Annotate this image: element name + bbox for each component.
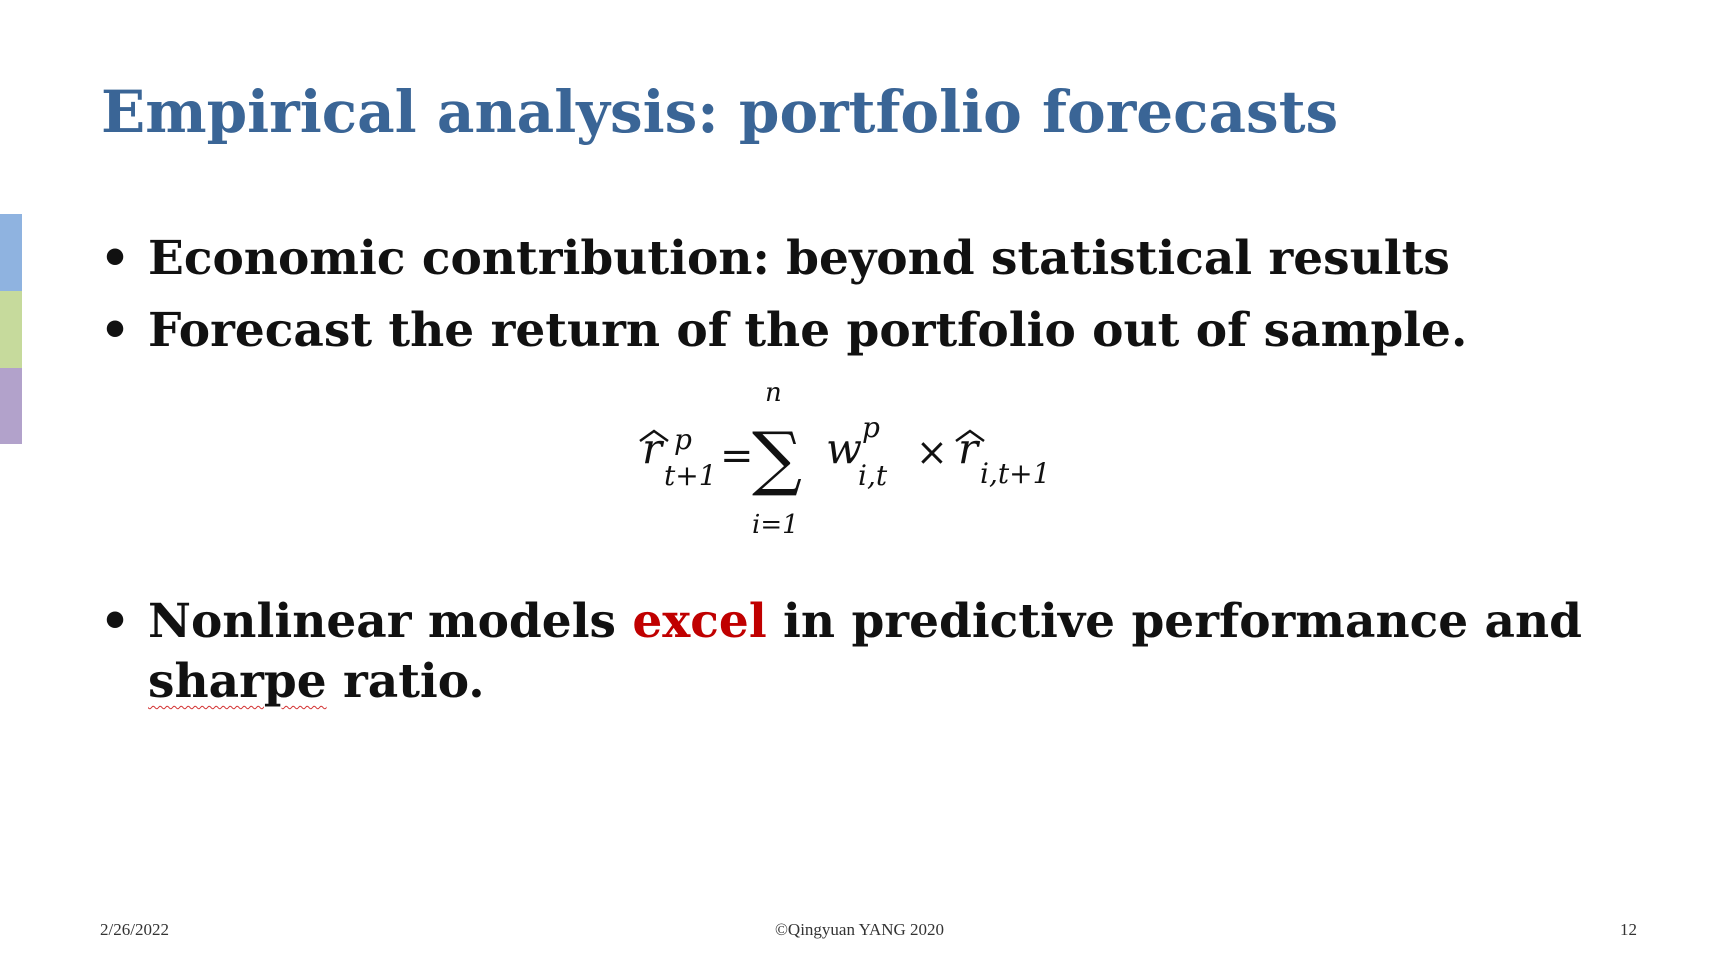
bullet-text-part1: Nonlinear models bbox=[148, 594, 633, 649]
footer-copyright: ©Qingyuan YANG 2020 bbox=[775, 920, 945, 939]
bullet-text-part3: ratio. bbox=[326, 654, 485, 709]
formula-weight-var: w bbox=[826, 424, 862, 473]
formula-lower-limit: i=1 bbox=[752, 510, 799, 540]
bullet-text: Forecast the return of the portfolio out… bbox=[148, 303, 1468, 358]
bullet-item-forecast: • Forecast the return of the portfolio o… bbox=[96, 300, 1656, 362]
formula-lhs-sup: p bbox=[674, 423, 692, 456]
slide-title: Empirical analysis: portfolio forecasts bbox=[101, 78, 1339, 146]
formula-upper-limit: n bbox=[765, 385, 782, 408]
hat-icon bbox=[639, 429, 669, 443]
highlight-word: excel bbox=[632, 594, 767, 649]
bullet-text: Economic contribution: beyond statistica… bbox=[148, 231, 1450, 286]
bullet-marker: • bbox=[100, 303, 131, 358]
bullet-item-nonlinear: • Nonlinear models excel in predictive p… bbox=[96, 592, 1656, 712]
footer-page-number: 12 bbox=[1620, 920, 1637, 939]
formula-lhs-sub: t+1 bbox=[664, 459, 717, 492]
accent-strip-green bbox=[0, 291, 22, 368]
formula-equals: = bbox=[720, 433, 754, 479]
hat-icon bbox=[955, 429, 985, 443]
bullet-marker: • bbox=[100, 231, 131, 286]
portfolio-return-formula: r p t+1 = n ∑ i=1 w p i,t × r i,t+1 bbox=[639, 385, 1050, 540]
spellcheck-flagged-word: sharpe bbox=[148, 654, 327, 709]
formula-weight-sub: i,t bbox=[858, 459, 888, 492]
accent-strip-purple bbox=[0, 368, 22, 444]
accent-strip-blue bbox=[0, 214, 22, 291]
formula-rhs-sub: i,t+1 bbox=[980, 457, 1050, 490]
formula-sum-symbol: ∑ bbox=[752, 417, 802, 499]
footer-date: 2/26/2022 bbox=[100, 920, 169, 939]
bullet-list: • Economic contribution: beyond statisti… bbox=[96, 228, 1656, 372]
bullet-text-part2: in predictive performance and bbox=[766, 594, 1583, 649]
bullet-item-economic: • Economic contribution: beyond statisti… bbox=[96, 228, 1656, 290]
formula-weight-sup: p bbox=[862, 411, 880, 444]
formula-times: × bbox=[916, 430, 948, 474]
bullet-marker: • bbox=[100, 594, 131, 649]
